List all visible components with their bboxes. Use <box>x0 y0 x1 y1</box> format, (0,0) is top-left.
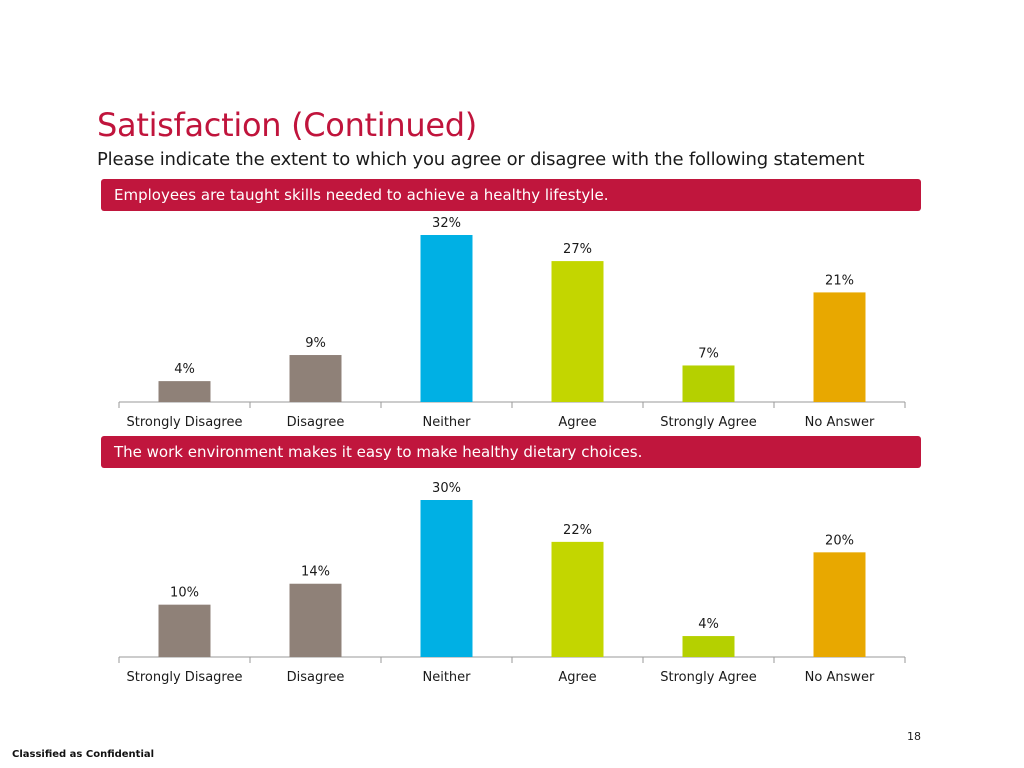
category-label: Strongly Agree <box>660 670 757 685</box>
category-label: No Answer <box>805 415 875 430</box>
bar-strongly-agree <box>682 365 735 402</box>
data-label: 22% <box>563 523 592 538</box>
data-label: 30% <box>432 481 461 496</box>
data-label: 4% <box>698 617 719 632</box>
data-label: 21% <box>825 273 854 288</box>
page-number: 18 <box>907 730 921 743</box>
bar-neither <box>420 500 473 657</box>
data-label: 32% <box>432 216 461 231</box>
chart-2-title-banner: The work environment makes it easy to ma… <box>101 436 921 468</box>
chart-1: 4% Strongly Disagree 9% Disagree 32% Neither 2… <box>118 216 906 430</box>
data-label: 9% <box>305 336 326 351</box>
data-label: 27% <box>563 242 592 257</box>
category-label: Agree <box>558 415 596 430</box>
bar-disagree <box>289 583 342 657</box>
category-label: Neither <box>422 670 471 685</box>
bar-strongly-disagree <box>158 604 211 657</box>
category-label: Strongly Disagree <box>127 670 243 685</box>
category-label: Strongly Agree <box>660 415 757 430</box>
bar-no-answer <box>813 292 866 402</box>
data-label: 7% <box>698 346 719 361</box>
category-label: Disagree <box>287 670 345 685</box>
bar-agree <box>551 541 604 657</box>
bar-no-answer <box>813 552 866 657</box>
data-label: 10% <box>170 586 199 601</box>
bar-agree <box>551 261 604 402</box>
chart-1-title-banner: Employees are taught skills needed to ac… <box>101 179 921 211</box>
category-label: Strongly Disagree <box>127 415 243 430</box>
category-label: Disagree <box>287 415 345 430</box>
bar-neither <box>420 235 473 402</box>
category-label: Agree <box>558 670 596 685</box>
page-title: Satisfaction (Continued) <box>97 106 477 144</box>
category-label: No Answer <box>805 670 875 685</box>
chart-2: 10% Strongly Disagree 14% Disagree 30% Neithe… <box>118 481 906 685</box>
data-label: 4% <box>174 362 195 377</box>
data-label: 20% <box>825 533 854 548</box>
page-subtitle: Please indicate the extent to which you … <box>97 149 865 170</box>
bar-disagree <box>289 355 342 402</box>
category-label: Neither <box>422 415 471 430</box>
bar-strongly-disagree <box>158 381 211 402</box>
classification-label: Classified as Confidential <box>12 749 155 760</box>
bar-strongly-agree <box>682 636 735 657</box>
data-label: 14% <box>301 565 330 580</box>
